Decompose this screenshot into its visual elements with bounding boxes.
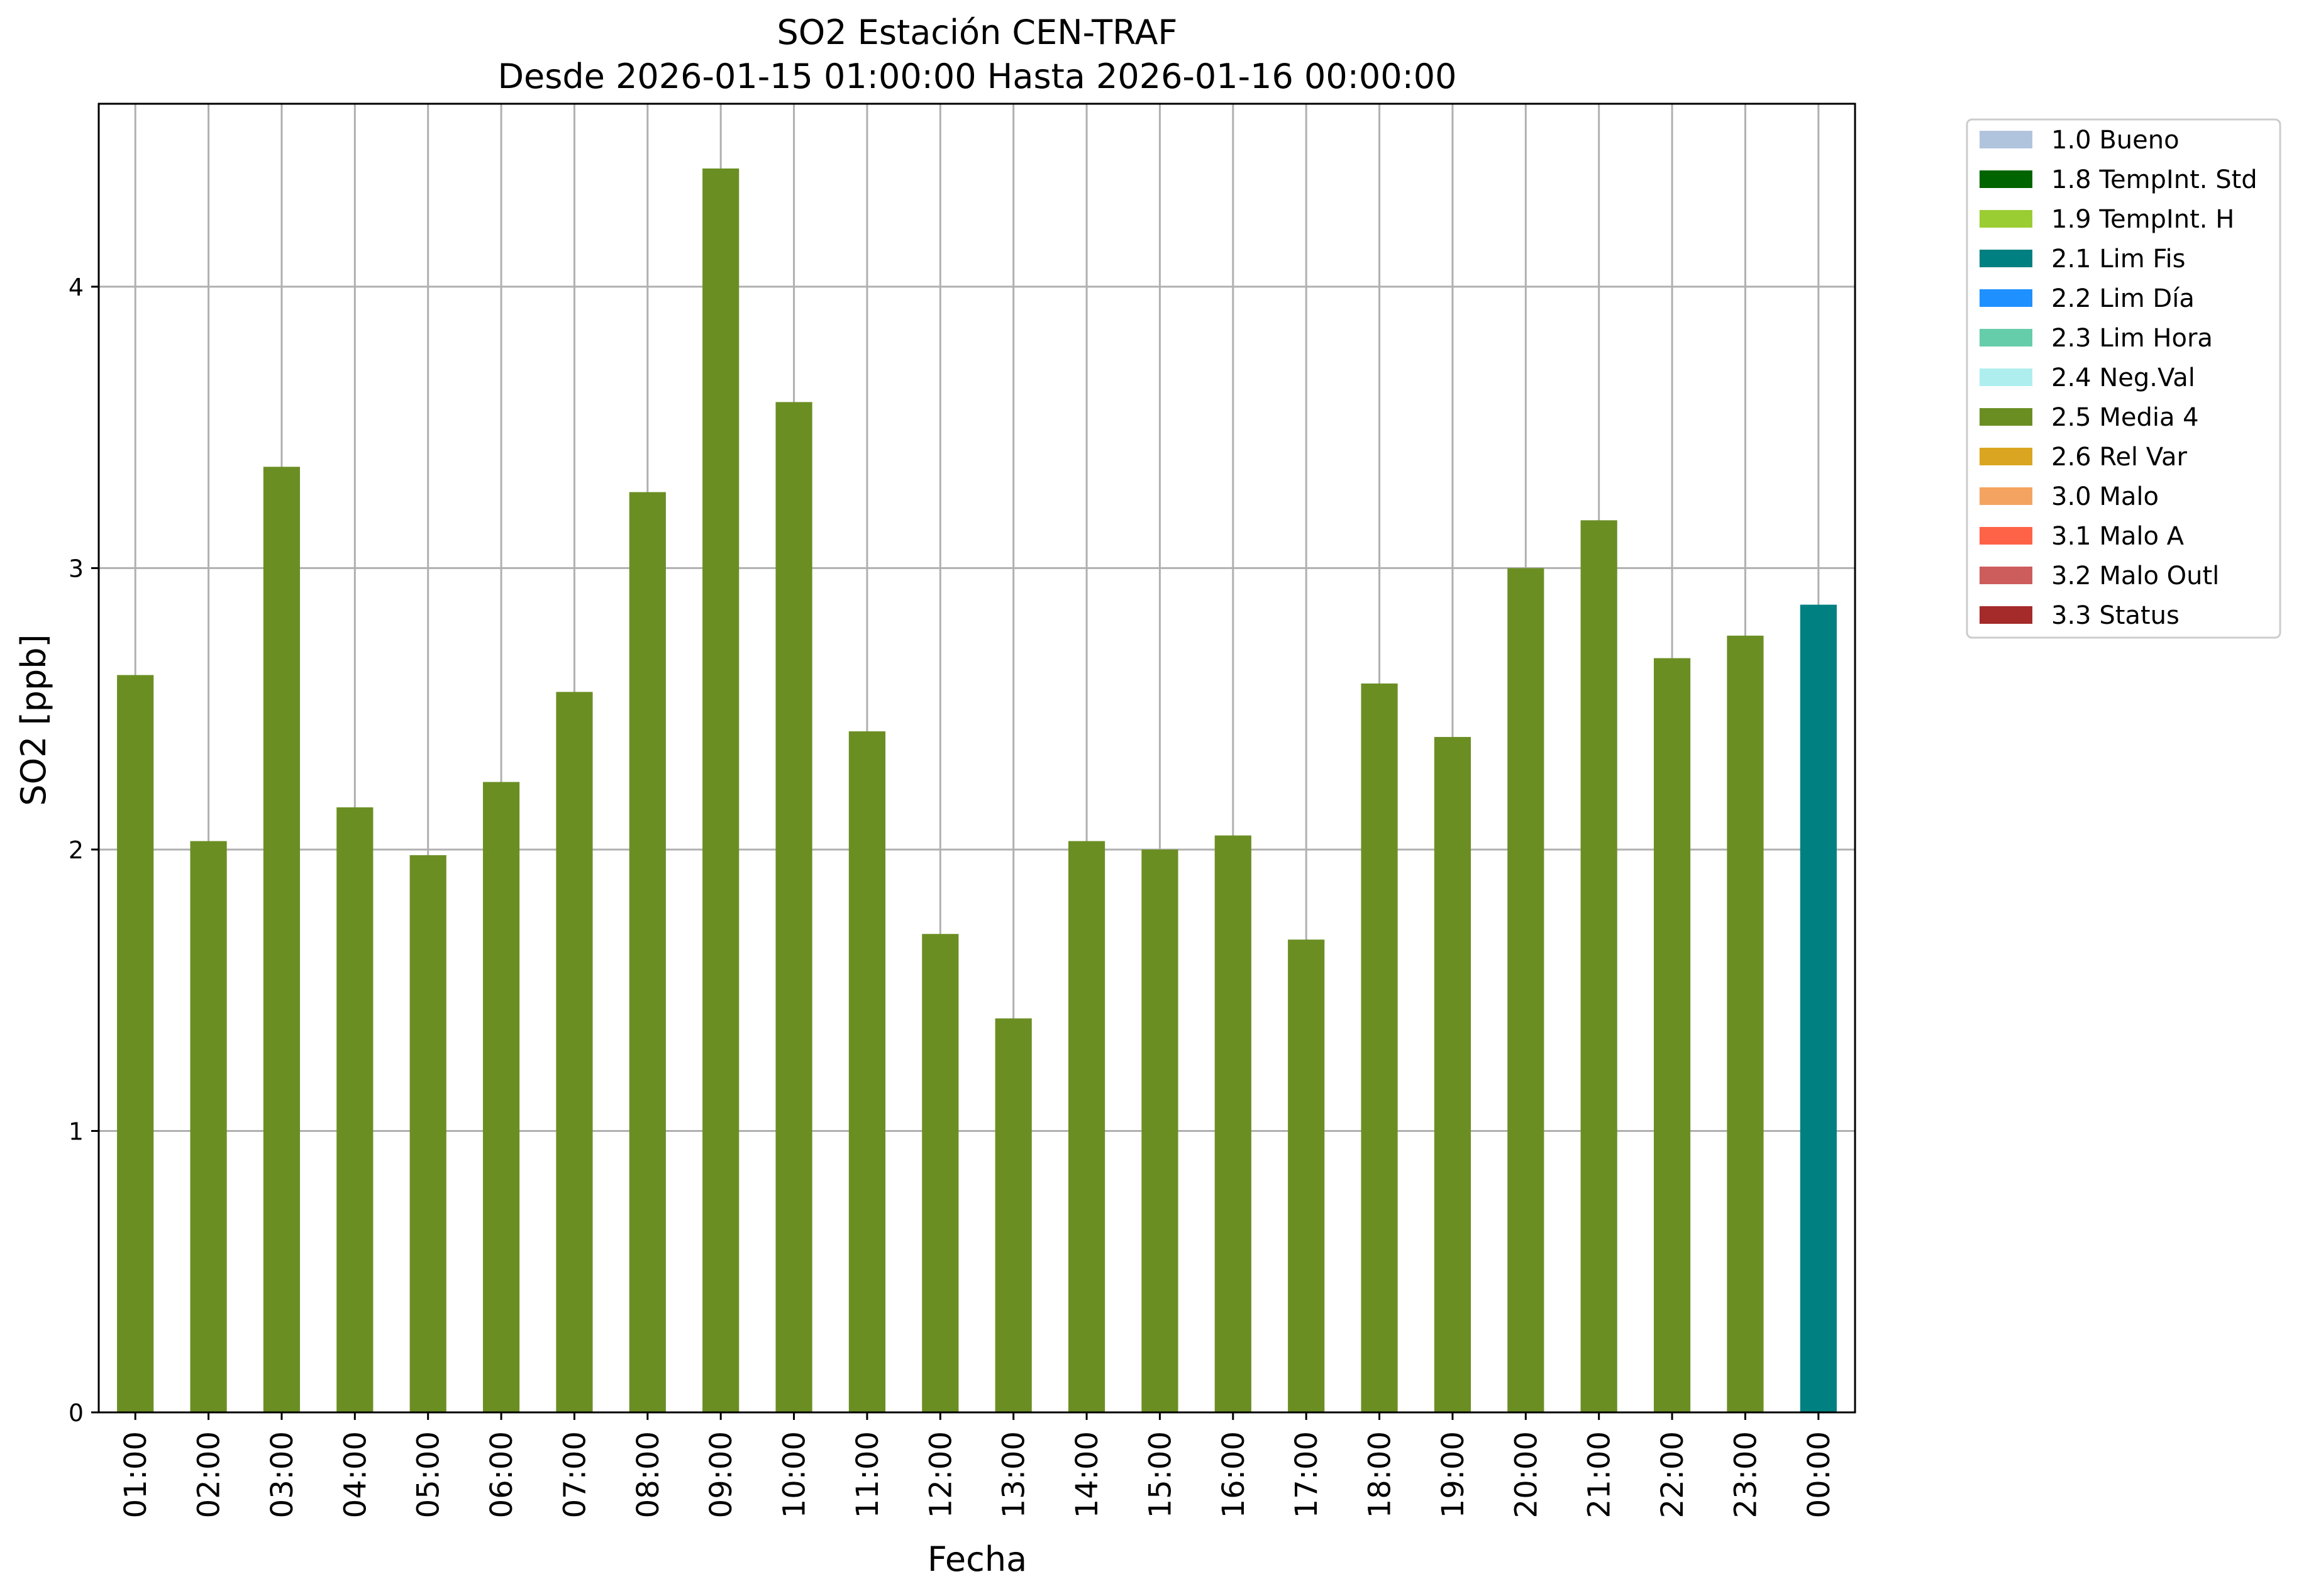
y-tick-label: 1 [69, 1117, 84, 1145]
legend: 1.0 Bueno 1.8 TempInt. Std 1.9 TempInt. H 2… [1966, 118, 2281, 639]
legend-swatch-1.9 [1980, 210, 2032, 228]
bar-1700 [1288, 939, 1325, 1412]
legend-label-3.1: 3.1 Malo A [2051, 522, 2185, 551]
legend-swatch-2.1 [1980, 250, 2032, 267]
bars [117, 168, 1837, 1413]
x-tick-label: 04:00 [338, 1431, 373, 1518]
bar-1400 [1068, 841, 1105, 1412]
y-tick-label: 3 [69, 555, 84, 582]
legend-swatch-2.3 [1980, 329, 2032, 346]
bar-0600 [482, 782, 520, 1412]
bar-0400 [336, 807, 374, 1412]
x-tick-label: 05:00 [411, 1431, 446, 1518]
legend-swatch-1.8 [1980, 170, 2032, 188]
x-tick-label: 02:00 [192, 1431, 227, 1518]
bar-1800 [1361, 683, 1398, 1412]
bar-0300 [263, 467, 301, 1412]
y-tick-label: 4 [69, 274, 84, 301]
x-tick-label: 18:00 [1363, 1431, 1398, 1518]
x-tick-label: 10:00 [777, 1431, 812, 1518]
bar-1100 [848, 731, 886, 1412]
x-tick-label: 21:00 [1582, 1431, 1617, 1518]
y-axis-ticks: 0 1 2 3 4 [69, 274, 99, 1427]
legend-label-2.5: 2.5 Media 4 [2051, 403, 2199, 432]
bar-0900 [702, 168, 740, 1413]
legend-swatch-2.5 [1980, 408, 2032, 426]
bar-2000 [1507, 568, 1544, 1412]
legend-swatch-3.3 [1980, 606, 2032, 624]
y-tick-label: 0 [69, 1399, 84, 1427]
x-tick-label: 01:00 [118, 1431, 153, 1518]
x-tick-label: 19:00 [1436, 1431, 1471, 1518]
x-tick-label: 06:00 [484, 1431, 519, 1518]
x-tick-label: 11:00 [850, 1431, 885, 1518]
bar-0800 [629, 492, 666, 1412]
bar-2300 [1727, 635, 1764, 1412]
bar-1000 [775, 402, 812, 1413]
legend-label-3.3: 3.3 Status [2051, 601, 2180, 630]
y-tick-label: 2 [69, 836, 84, 864]
x-tick-label: 20:00 [1509, 1431, 1544, 1518]
x-axis-label: Fecha [928, 1539, 1027, 1579]
bar-1900 [1434, 736, 1471, 1412]
legend-swatch-2.6 [1980, 448, 2032, 465]
legend-swatch-3.0 [1980, 487, 2032, 505]
legend-swatch-2.4 [1980, 369, 2032, 386]
bar-2200 [1653, 658, 1691, 1412]
legend-swatch-3.1 [1980, 527, 2032, 545]
x-tick-label: 07:00 [557, 1431, 592, 1518]
chart-title-line2: Desde 2026-01-15 01:00:00 Hasta 2026-01-… [497, 57, 1456, 96]
legend-frame [1966, 118, 2281, 639]
bar-0700 [556, 692, 593, 1412]
legend-swatch-3.2 [1980, 567, 2032, 584]
x-tick-label: 12:00 [923, 1431, 958, 1518]
x-tick-label: 00:00 [1802, 1431, 1837, 1518]
chart-title-line1: SO2 Estación CEN-TRAF [777, 13, 1177, 52]
bar-1600 [1214, 835, 1251, 1412]
bar-0500 [409, 855, 446, 1412]
bar-0200 [190, 841, 227, 1412]
x-tick-label: 22:00 [1655, 1431, 1690, 1518]
legend-swatch-2.2 [1980, 289, 2032, 307]
x-tick-label: 16:00 [1216, 1431, 1251, 1518]
x-tick-label: 03:00 [265, 1431, 300, 1518]
legend-label-2.1: 2.1 Lim Fis [2051, 245, 2185, 274]
x-tick-label: 17:00 [1289, 1431, 1324, 1518]
x-tick-label: 09:00 [704, 1431, 739, 1518]
x-tick-label: 14:00 [1070, 1431, 1105, 1518]
legend-label-2.4: 2.4 Neg.Val [2051, 363, 2195, 392]
bar-2100 [1580, 520, 1617, 1412]
bar-0000 [1800, 604, 1837, 1412]
x-tick-label: 23:00 [1728, 1431, 1763, 1518]
bar-1300 [995, 1018, 1032, 1412]
legend-label-2.3: 2.3 Lim Hora [2051, 324, 2213, 353]
legend-label-2.2: 2.2 Lim Día [2051, 284, 2195, 313]
legend-label-3.0: 3.0 Malo [2051, 482, 2159, 511]
x-tick-label: 08:00 [631, 1431, 666, 1518]
bar-1500 [1141, 849, 1178, 1412]
legend-swatch-1.0 [1980, 131, 2032, 148]
x-tick-label: 15:00 [1143, 1431, 1178, 1518]
x-tick-label: 13:00 [997, 1431, 1032, 1518]
legend-label-1.8: 1.8 TempInt. Std [2051, 165, 2257, 194]
legend-label-2.6: 2.6 Rel Var [2051, 443, 2188, 472]
legend-label-3.2: 3.2 Malo Outl [2051, 562, 2219, 590]
legend-label-1.9: 1.9 TempInt. H [2051, 205, 2234, 234]
bar-1200 [922, 934, 959, 1412]
bar-0100 [117, 675, 154, 1412]
y-axis-label: SO2 [ppb] [14, 634, 53, 806]
legend-label-1.0: 1.0 Bueno [2051, 126, 2180, 155]
x-axis-ticks: 01:00 02:00 03:00 04:00 05:00 06:00 07:00 08:00… [118, 1412, 1837, 1518]
plot-frame [97, 103, 1856, 1414]
